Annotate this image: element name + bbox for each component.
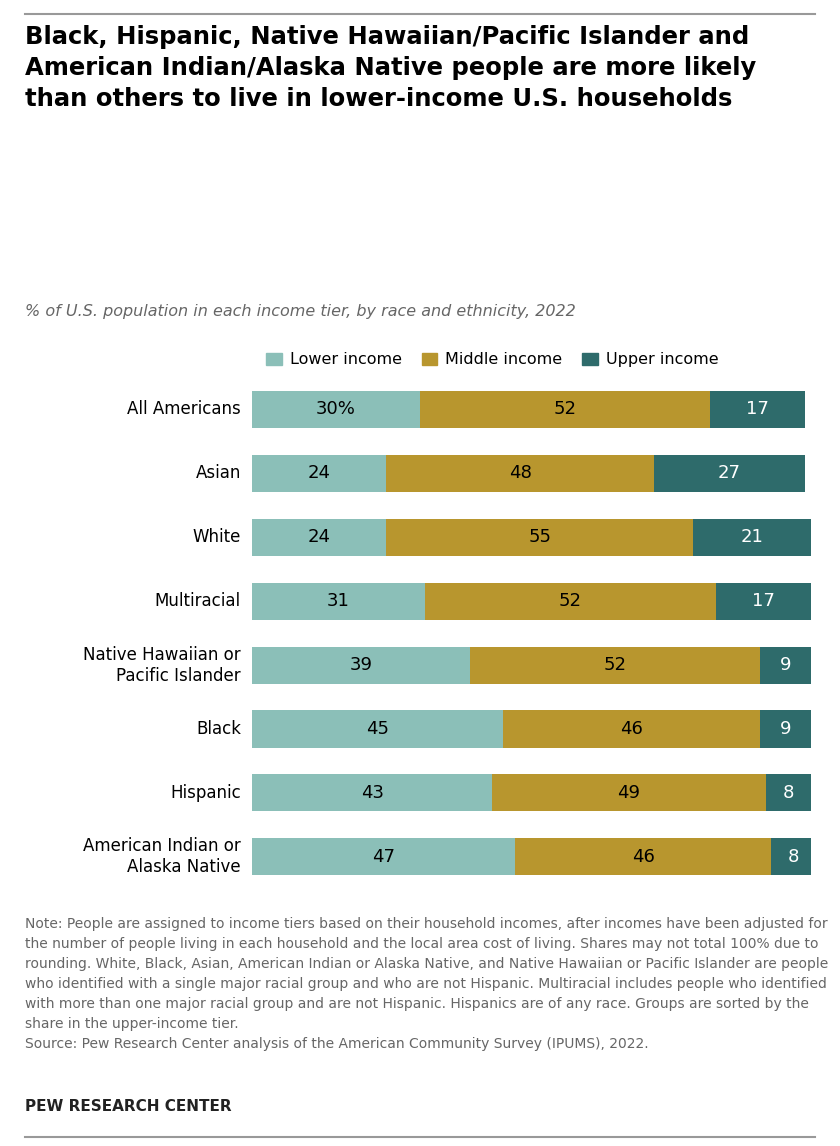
Bar [252,775,492,811]
Text: 9: 9 [780,657,791,674]
Bar [252,839,515,876]
Text: 52: 52 [604,657,627,674]
Bar [420,391,710,427]
Bar [252,582,425,620]
Legend: Lower income, Middle income, Upper income: Lower income, Middle income, Upper incom… [260,346,725,374]
Bar [515,839,771,876]
Bar [252,711,503,747]
Bar [766,775,811,811]
Bar [252,391,420,427]
Bar [252,646,470,684]
Text: 24: 24 [307,464,330,482]
Bar [386,455,654,492]
Text: 21: 21 [741,528,764,547]
Text: 8: 8 [783,784,794,802]
Bar [710,391,805,427]
Text: 52: 52 [559,592,582,610]
Text: 39: 39 [349,657,372,674]
Text: 55: 55 [528,528,551,547]
Text: 24: 24 [307,528,330,547]
Bar [252,455,386,492]
Bar [503,711,760,747]
Text: 52: 52 [554,400,576,418]
Text: 17: 17 [746,400,769,418]
Bar [693,519,811,556]
Bar [760,711,811,747]
Text: 46: 46 [621,720,643,738]
Bar [654,455,805,492]
Text: Note: People are assigned to income tiers based on their household incomes, afte: Note: People are assigned to income tier… [25,917,828,1051]
Text: 8: 8 [788,848,800,866]
Text: 47: 47 [372,848,395,866]
Bar [760,646,811,684]
Text: 48: 48 [509,464,532,482]
Text: 45: 45 [366,720,389,738]
Text: Black, Hispanic, Native Hawaiian/Pacific Islander and
American Indian/Alaska Nat: Black, Hispanic, Native Hawaiian/Pacific… [25,25,757,110]
Bar [470,646,760,684]
Text: 43: 43 [360,784,384,802]
Text: 31: 31 [327,592,350,610]
Bar [386,519,693,556]
Text: 46: 46 [632,848,654,866]
Bar [716,582,811,620]
Bar [425,582,716,620]
Text: % of U.S. population in each income tier, by race and ethnicity, 2022: % of U.S. population in each income tier… [25,304,576,319]
Bar [252,519,386,556]
Text: 49: 49 [617,784,641,802]
Text: PEW RESEARCH CENTER: PEW RESEARCH CENTER [25,1099,232,1114]
Bar [492,775,766,811]
Text: 27: 27 [718,464,741,482]
Text: 9: 9 [780,720,791,738]
Text: 30%: 30% [316,400,355,418]
Bar [771,839,816,876]
Text: 17: 17 [752,592,774,610]
